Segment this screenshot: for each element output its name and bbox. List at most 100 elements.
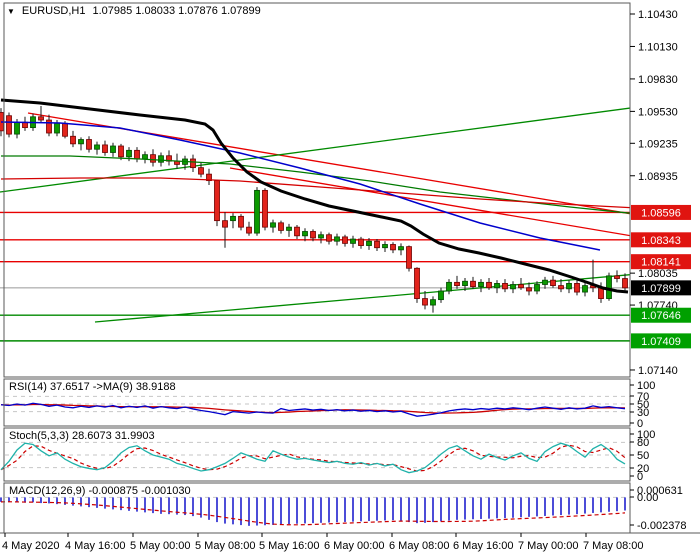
bull-candle — [286, 226, 292, 231]
bear-candle — [278, 222, 284, 231]
bear-candle — [118, 145, 124, 158]
bear-candle — [518, 284, 524, 289]
bear-candle — [206, 173, 212, 182]
bull-candle — [510, 284, 516, 290]
bear-candle — [342, 236, 348, 244]
rsi-scale-label: 70 — [637, 391, 649, 403]
bear-candle — [222, 220, 228, 228]
rsi-scale-label: 50 — [637, 399, 649, 411]
bull-candle — [534, 284, 540, 292]
time-label: 7 May 00:00 — [518, 540, 579, 552]
macd-indicator-label: MACD(12,26,9) -0.000875 -0.001030 — [9, 485, 191, 497]
blue-ma-line — [0, 121, 601, 251]
bull-candle — [254, 189, 260, 234]
price-badge-resistance — [631, 232, 691, 248]
black-ma-line — [0, 98, 629, 294]
bear-candle — [62, 122, 68, 137]
bull-candle — [438, 290, 444, 301]
bear-candle — [246, 226, 252, 234]
bull-candle — [430, 299, 436, 306]
bull-candle — [270, 222, 276, 228]
price-tick-label: 1.08935 — [638, 171, 678, 183]
main-chart-area[interactable] — [0, 98, 638, 342]
bear-candle — [214, 180, 220, 222]
stoch-scale-label: 0 — [637, 471, 643, 483]
bull-candle — [334, 236, 340, 242]
price-badge-label: 1.08141 — [641, 257, 681, 269]
price-badge-label: 1.08343 — [641, 235, 681, 247]
bull-candle — [230, 215, 236, 222]
macd-signal-line — [0, 501, 626, 526]
chevron-down-icon[interactable]: ▼ — [7, 6, 15, 16]
bear-candle — [86, 139, 92, 150]
bear-candle — [374, 240, 380, 249]
bull-candle — [542, 279, 548, 285]
bear-candle — [486, 281, 492, 289]
bull-candle — [94, 144, 100, 150]
stoch-signal-line — [0, 444, 626, 472]
time-label: 6 May 08:00 — [389, 540, 450, 552]
bear-candle — [454, 281, 460, 286]
bear-candle — [190, 158, 196, 169]
bear-candle — [470, 280, 476, 288]
price-badge-label: 1.07899 — [641, 283, 681, 295]
time-label: 6 May 16:00 — [453, 540, 514, 552]
bear-candle — [150, 154, 156, 163]
green-ma-line — [1, 155, 630, 214]
bull-candle — [110, 145, 116, 153]
bear-candle — [310, 231, 316, 239]
price-badge-support — [631, 333, 691, 349]
price-badge-resistance — [631, 254, 691, 270]
price-badge-label: 1.07646 — [641, 310, 681, 322]
bear-candle — [6, 115, 12, 135]
bear-candle — [102, 144, 108, 153]
bull-candle — [158, 155, 164, 163]
bear-candle — [46, 119, 52, 134]
rsi-indicator-label: RSI(14) 37.6517 ->MA(9) 38.9188 — [9, 381, 176, 393]
price-tick-label: 1.10430 — [638, 9, 678, 21]
bear-candle — [526, 287, 532, 292]
bear-candle — [198, 167, 204, 175]
bear-candle — [238, 215, 244, 228]
time-label: 5 May 08:00 — [195, 540, 256, 552]
bull-candle — [478, 281, 484, 288]
price-tick-label: 1.09530 — [638, 106, 678, 118]
time-label: 4 May 16:00 — [65, 540, 126, 552]
bull-candle — [78, 139, 84, 145]
main-chart-border — [3, 2, 631, 378]
bear-candle — [326, 234, 332, 242]
bull-candle — [366, 240, 372, 246]
stoch-indicator-label: Stoch(5,3,3) 28.6073 31.9903 — [9, 430, 155, 442]
bull-candle — [462, 280, 468, 286]
bull-candle — [14, 121, 20, 135]
bull-candle — [350, 238, 356, 244]
bull-candle — [446, 281, 452, 292]
stoch-scale-label: 100 — [637, 429, 655, 441]
bear-candle — [422, 298, 428, 306]
bull-candle — [302, 231, 308, 237]
rsi-scale-label: 0 — [637, 418, 643, 430]
bull-candle — [398, 246, 404, 251]
price-badge-resistance — [631, 204, 691, 220]
macd-scale-label: 0.000631 — [637, 485, 683, 497]
time-label: 5 May 16:00 — [259, 540, 320, 552]
bull-candle — [494, 283, 500, 289]
trendline — [229, 167, 630, 237]
stoch-scale-label: 80 — [637, 437, 649, 449]
rsi-panel-border — [3, 378, 631, 427]
time-label: 4 May 2020 — [2, 540, 59, 552]
time-label: 7 May 08:00 — [583, 540, 644, 552]
stoch-line — [0, 442, 626, 474]
bull-candle — [142, 154, 148, 160]
price-tick-label: 1.07140 — [638, 365, 678, 377]
bear-candle — [414, 267, 420, 299]
bear-candle — [38, 116, 44, 121]
symbol-timeframe-label[interactable]: EURUSD,H1 — [21, 5, 86, 17]
rsi-line — [0, 402, 626, 417]
ohlc-readout: 1.07985 1.08033 1.07876 1.07899 — [92, 5, 261, 17]
bear-candle — [622, 278, 628, 289]
bear-candle — [550, 279, 556, 286]
chart-title-bar: ▼ EURUSD,H1 1.07985 1.08033 1.07876 1.07… — [7, 5, 261, 17]
